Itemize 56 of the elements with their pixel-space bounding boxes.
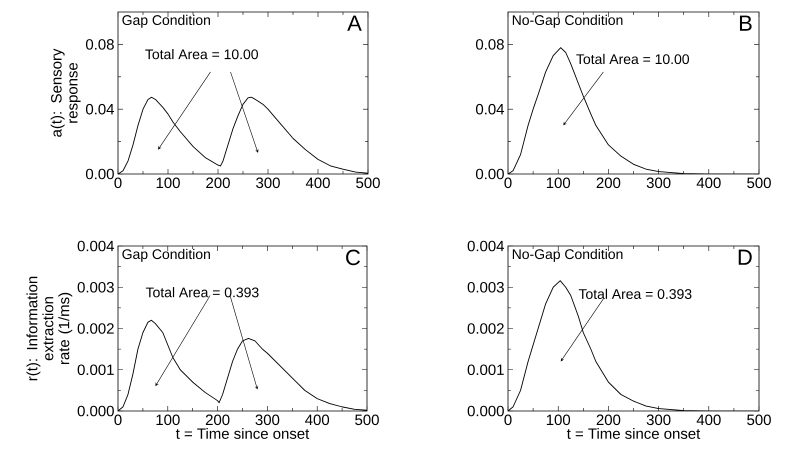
x-tick-label: 100: [156, 414, 180, 426]
annotation: B: [740, 16, 752, 31]
annotation: No-Gap Condition: [512, 248, 622, 262]
x-tick-label: 400: [696, 414, 721, 426]
annotation: Total Area = 0.393: [146, 287, 259, 298]
annotation: D: [738, 250, 752, 265]
y-tick-label: 0.00: [476, 168, 504, 180]
x-axis-title: t = Time since onset: [566, 428, 700, 439]
y-tick-label: 0.04: [86, 104, 114, 114]
annotation: A: [347, 16, 362, 31]
annotation: Gap Condition: [122, 248, 210, 262]
y-tick-label: 0.004: [468, 240, 504, 252]
x-tick-label: 100: [546, 414, 570, 426]
x-tick-label: 400: [305, 414, 330, 426]
x-tick-label: 300: [646, 178, 670, 188]
x-tick-label: 200: [206, 178, 230, 188]
x-tick-label: 0: [504, 178, 512, 188]
x-tick-label: 300: [256, 178, 280, 188]
x-tick-label: 500: [355, 414, 379, 426]
x-tick-label: 400: [306, 178, 330, 188]
x-tick-label: 200: [596, 178, 620, 188]
y-tick-label: 0.000: [78, 406, 114, 416]
y-tick-label: 0.003: [468, 282, 504, 293]
x-tick-label: 100: [156, 178, 180, 188]
x-axis-title: t = Time since onset: [176, 428, 310, 439]
x-tick-label: 200: [206, 414, 230, 426]
x-tick-label: 300: [255, 414, 280, 426]
x-tick-label: 200: [596, 414, 620, 426]
y-axis-title: a(t): Sensory response: [50, 48, 81, 137]
y-axis-title: r(t): Information extraction rate (1/ms): [26, 276, 72, 380]
annotation: Total Area = 0.393: [578, 288, 692, 299]
y-tick-label: 0.001: [78, 364, 114, 376]
x-tick-label: 0: [114, 414, 122, 426]
annotation: Total Area = 10.00: [145, 48, 258, 60]
x-tick-label: 500: [747, 178, 771, 188]
x-tick-label: 500: [747, 414, 771, 426]
x-tick-label: 500: [356, 178, 380, 188]
y-tick-label: 0.003: [78, 282, 114, 293]
annotation: C: [346, 250, 360, 266]
annotation: Total Area = 10.00: [576, 54, 690, 64]
annotation: No-Gap Condition: [512, 14, 622, 28]
x-tick-label: 0: [504, 414, 512, 426]
y-tick-label: 0.000: [468, 406, 504, 416]
x-tick-label: 300: [646, 414, 670, 426]
x-tick-label: 100: [546, 178, 570, 188]
y-tick-label: 0.001: [468, 364, 504, 376]
x-tick-label: 400: [696, 178, 721, 188]
annotation: Gap Condition: [122, 14, 210, 28]
y-tick-label: 0.002: [78, 323, 114, 334]
y-tick-label: 0.04: [476, 104, 504, 114]
y-tick-label: 0.002: [468, 323, 504, 334]
x-tick-label: 0: [114, 178, 122, 188]
y-tick-label: 0.08: [476, 39, 504, 50]
y-tick-label: 0.08: [86, 39, 114, 50]
y-tick-label: 0.00: [86, 168, 114, 180]
y-tick-label: 0.004: [78, 240, 114, 252]
